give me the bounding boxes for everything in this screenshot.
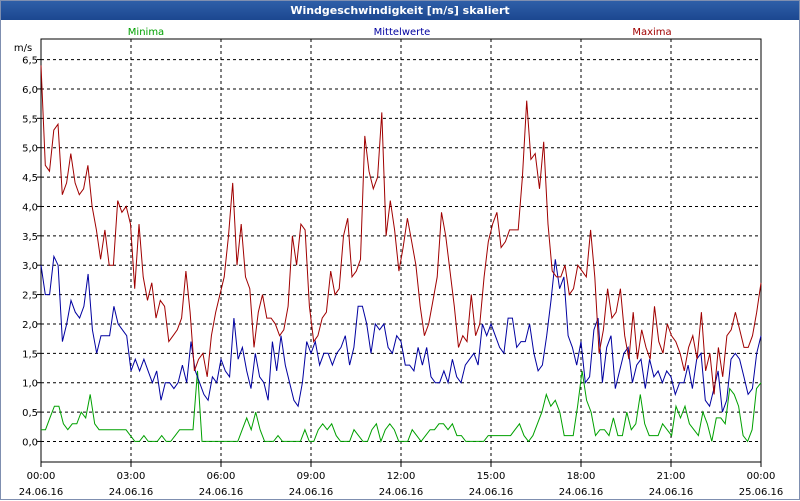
legend-entry-minima: Minima (128, 27, 164, 38)
x-tick-date-label: 24.06.16 (379, 487, 424, 498)
series-line-minima (41, 370, 762, 444)
y-tick-label: 6,5 (22, 56, 38, 67)
y-tick-label: 2,5 (22, 291, 38, 302)
y-axis-label: m/s (14, 43, 32, 54)
y-tick-label: 3,5 (22, 232, 38, 243)
y-tick-label: 2,0 (22, 320, 38, 331)
x-tick-date-label: 24.06.16 (469, 487, 514, 498)
y-tick-label: 4,0 (22, 202, 38, 213)
x-tick-time-label: 18:00 (567, 471, 596, 482)
y-tick-label: 5,5 (22, 114, 38, 125)
y-tick-label: 1,0 (22, 379, 38, 390)
y-tick-label: 3,0 (22, 261, 38, 272)
x-tick-time-label: 00:00 (747, 471, 776, 482)
x-tick-date-label: 25.06.16 (739, 487, 784, 498)
x-tick-time-label: 06:00 (207, 471, 236, 482)
x-tick-date-label: 24.06.16 (559, 487, 604, 498)
x-tick-date-label: 24.06.16 (19, 487, 64, 498)
window-title: Windgeschwindigkeit [m/s] skaliert (1, 1, 799, 20)
x-tick-time-label: 03:00 (117, 471, 146, 482)
y-tick-label: 0,0 (22, 437, 38, 448)
x-tick-time-label: 21:00 (657, 471, 686, 482)
x-tick-time-label: 00:00 (27, 471, 56, 482)
x-tick-date-label: 24.06.16 (289, 487, 334, 498)
x-tick-date-label: 24.06.16 (649, 487, 694, 498)
legend-entry-mittelwerte: Mittelwerte (374, 27, 431, 38)
x-tick-date-label: 24.06.16 (199, 487, 244, 498)
x-tick-time-label: 15:00 (477, 471, 506, 482)
y-tick-label: 4,5 (22, 173, 38, 184)
x-tick-time-label: 09:00 (297, 471, 326, 482)
x-tick-date-label: 24.06.16 (109, 487, 154, 498)
legend-entry-maxima: Maxima (632, 27, 671, 38)
y-tick-label: 6,0 (22, 85, 38, 96)
y-tick-label: 0,5 (22, 408, 38, 419)
y-tick-label: 1,5 (22, 349, 38, 360)
series-line-mittelwerte (40, 254, 762, 413)
series-line-maxima (40, 65, 762, 395)
x-tick-time-label: 12:00 (387, 471, 416, 482)
y-tick-label: 5,0 (22, 144, 38, 155)
